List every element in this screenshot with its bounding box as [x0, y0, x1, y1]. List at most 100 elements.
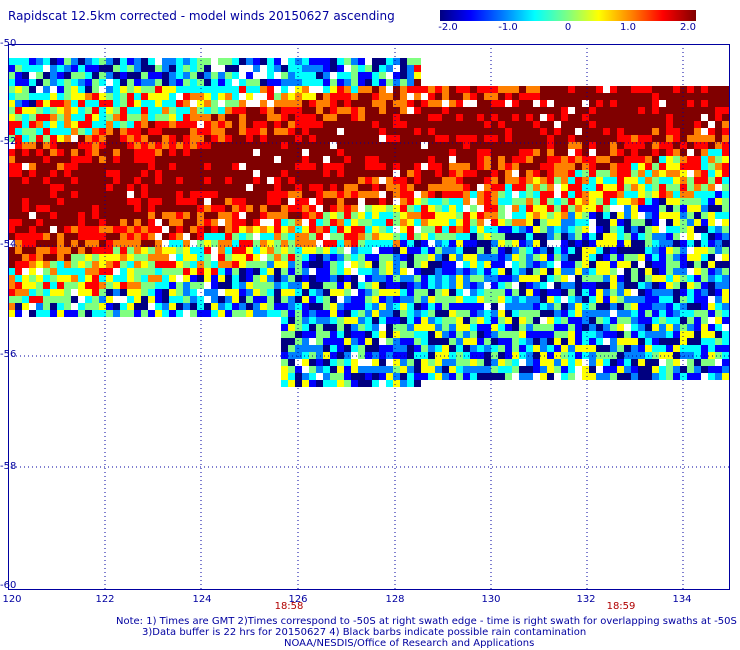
swath-cell [470, 359, 477, 366]
swath-cell [603, 114, 610, 121]
swath-cell [344, 366, 351, 373]
swath-cell [575, 268, 582, 275]
swath-cell [148, 226, 155, 233]
swath-cell [617, 107, 624, 114]
swath-cell [330, 345, 337, 352]
swath-cell [596, 191, 603, 198]
swath-cell [337, 345, 344, 352]
swath-cell [652, 219, 659, 226]
swath-cell [106, 93, 113, 100]
swath-cell [64, 93, 71, 100]
swath-cell [316, 324, 323, 331]
swath-cell [8, 226, 15, 233]
swath-cell [183, 65, 190, 72]
swath-cell [330, 268, 337, 275]
swath-cell [351, 303, 358, 310]
swath-cell [386, 240, 393, 247]
swath-cell [113, 226, 120, 233]
swath-cell [190, 310, 197, 317]
swath-cell [470, 226, 477, 233]
swath-cell [295, 268, 302, 275]
swath-cell [260, 177, 267, 184]
swath-cell [64, 128, 71, 135]
swath-cell [610, 226, 617, 233]
swath-cell [687, 163, 694, 170]
swath-cell [638, 345, 645, 352]
swath-cell [225, 149, 232, 156]
swath-cell [57, 135, 64, 142]
swath-cell [120, 289, 127, 296]
swath-cell [316, 226, 323, 233]
swath-cell [134, 114, 141, 121]
swath-cell [554, 142, 561, 149]
swath-cell [253, 79, 260, 86]
swath-cell [519, 317, 526, 324]
swath-cell [652, 289, 659, 296]
swath-cell [113, 142, 120, 149]
swath-cell [708, 100, 715, 107]
swath-cell [610, 359, 617, 366]
swath-cell [218, 233, 225, 240]
swath-cell [8, 205, 15, 212]
swath-cell [218, 72, 225, 79]
swath-cell [295, 226, 302, 233]
swath-cell [498, 212, 505, 219]
swath-cell [183, 275, 190, 282]
swath-cell [498, 261, 505, 268]
swath-cell [372, 289, 379, 296]
swath-cell [148, 135, 155, 142]
swath-cell [323, 268, 330, 275]
swath-cell [533, 212, 540, 219]
swath-cell [624, 282, 631, 289]
swath-cell [435, 352, 442, 359]
swath-cell [120, 114, 127, 121]
swath-cell [617, 359, 624, 366]
swath-cell [92, 226, 99, 233]
swath-cell [78, 142, 85, 149]
swath-cell [281, 317, 288, 324]
swath-cell [57, 191, 64, 198]
swath-cell [624, 114, 631, 121]
swath-cell [477, 303, 484, 310]
swath-cell [365, 212, 372, 219]
swath-cell [414, 72, 421, 79]
swath-cell [596, 331, 603, 338]
swath-cell [190, 121, 197, 128]
swath-cell [379, 93, 386, 100]
swath-cell [568, 261, 575, 268]
swath-cell [547, 352, 554, 359]
swath-cell [190, 107, 197, 114]
swath-cell [358, 324, 365, 331]
swath-cell [43, 254, 50, 261]
swath-cell [78, 310, 85, 317]
swath-cell [344, 338, 351, 345]
swath-cell [358, 331, 365, 338]
swath-cell [477, 93, 484, 100]
swath-cell [652, 212, 659, 219]
swath-cell [267, 261, 274, 268]
swath-cell [393, 282, 400, 289]
swath-cell [148, 170, 155, 177]
swath-cell [533, 163, 540, 170]
swath-cell [337, 324, 344, 331]
swath-cell [659, 170, 666, 177]
swath-cell [575, 331, 582, 338]
swath-cell [344, 114, 351, 121]
swath-cell [330, 282, 337, 289]
swath-cell [43, 212, 50, 219]
swath-cell [512, 114, 519, 121]
swath-cell [309, 359, 316, 366]
swath-cell [351, 366, 358, 373]
swath-cell [449, 247, 456, 254]
swath-cell [365, 100, 372, 107]
swath-cell [512, 324, 519, 331]
swath-cell [337, 72, 344, 79]
swath-cell [400, 121, 407, 128]
swath-cell [575, 345, 582, 352]
swath-cell [218, 135, 225, 142]
swath-cell [253, 240, 260, 247]
swath-cell [638, 86, 645, 93]
swath-cell [421, 177, 428, 184]
swath-cell [673, 142, 680, 149]
swath-cell [113, 219, 120, 226]
